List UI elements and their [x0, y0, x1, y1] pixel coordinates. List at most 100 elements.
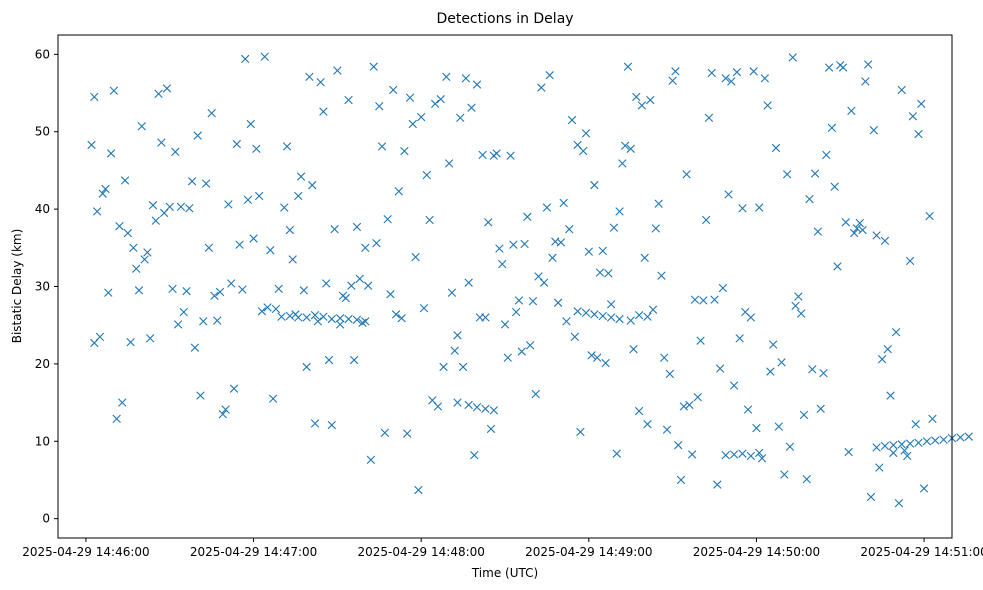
data-point	[372, 238, 381, 248]
data-point	[729, 381, 739, 390]
data-point	[833, 262, 842, 271]
data-point	[732, 67, 742, 77]
data-point	[528, 297, 538, 306]
data-point	[386, 290, 395, 299]
data-point	[830, 182, 839, 191]
data-point	[590, 180, 599, 190]
data-point	[805, 194, 814, 204]
data-point	[819, 368, 828, 378]
data-point	[302, 362, 311, 372]
data-point	[199, 317, 208, 326]
data-point	[380, 428, 390, 437]
data-point	[137, 122, 147, 131]
chart-title: Detections in Delay	[436, 11, 573, 27]
data-point	[288, 255, 297, 264]
data-point	[542, 203, 552, 212]
data-point	[696, 336, 705, 345]
data-point	[411, 252, 420, 262]
data-point	[422, 170, 431, 180]
data-point	[456, 113, 465, 122]
data-point	[928, 414, 937, 424]
data-point	[827, 123, 837, 133]
data-point	[738, 449, 747, 458]
data-point	[472, 80, 482, 89]
data-point	[481, 313, 490, 322]
data-point	[240, 54, 250, 64]
data-point	[657, 271, 666, 280]
data-point	[553, 298, 563, 307]
data-point	[252, 144, 261, 153]
data-point	[120, 176, 130, 185]
data-point	[632, 92, 641, 102]
data-point	[249, 234, 258, 243]
data-point	[866, 492, 876, 502]
data-point	[333, 66, 342, 75]
data-point	[615, 314, 624, 324]
data-point	[310, 310, 320, 320]
data-point	[458, 362, 468, 372]
data-point	[123, 228, 133, 238]
data-point	[235, 240, 244, 249]
data-point	[863, 60, 873, 69]
data-point	[576, 427, 585, 437]
data-point	[587, 351, 596, 360]
data-point	[757, 454, 767, 463]
data-point	[771, 143, 781, 153]
data-point	[492, 149, 501, 158]
data-point	[511, 307, 521, 317]
data-point	[634, 310, 644, 320]
data-point	[755, 448, 764, 458]
data-point	[690, 295, 700, 304]
data-point	[215, 287, 225, 297]
data-point	[743, 405, 753, 414]
data-point	[565, 225, 574, 234]
data-point	[822, 150, 831, 160]
data-point	[682, 170, 691, 179]
data-point	[344, 314, 353, 324]
data-point	[361, 317, 370, 326]
data-point	[620, 141, 630, 150]
data-point	[693, 392, 702, 402]
data-point	[470, 451, 479, 460]
data-point	[419, 303, 429, 313]
data-point	[213, 316, 222, 325]
data-point	[355, 274, 364, 283]
data-point	[134, 286, 144, 295]
data-point	[654, 199, 663, 208]
data-point	[254, 191, 264, 201]
data-point	[794, 292, 803, 301]
data-point	[319, 312, 328, 321]
data-point	[489, 406, 499, 415]
data-point	[322, 279, 331, 288]
data-point	[112, 414, 121, 424]
data-point	[824, 63, 834, 72]
data-point	[90, 92, 99, 102]
data-point	[260, 52, 269, 61]
data-point	[129, 243, 138, 252]
data-point	[908, 112, 918, 121]
data-point	[330, 225, 339, 234]
data-point	[92, 207, 102, 216]
data-point	[791, 301, 800, 311]
data-point	[813, 227, 823, 236]
data-point	[749, 67, 758, 76]
data-point	[453, 398, 462, 407]
data-point	[238, 285, 247, 294]
data-point	[838, 63, 848, 72]
data-point	[911, 420, 920, 429]
data-point	[430, 99, 440, 109]
data-point	[685, 400, 694, 410]
data-point	[302, 313, 311, 322]
data-point	[660, 353, 669, 362]
data-point	[766, 367, 775, 376]
data-point	[294, 313, 303, 322]
data-point	[400, 146, 409, 156]
data-point	[590, 310, 599, 319]
data-point	[442, 72, 451, 81]
y-tick-label: 10	[35, 434, 50, 448]
data-point	[509, 240, 518, 249]
data-point	[221, 405, 230, 414]
data-point	[777, 358, 786, 367]
